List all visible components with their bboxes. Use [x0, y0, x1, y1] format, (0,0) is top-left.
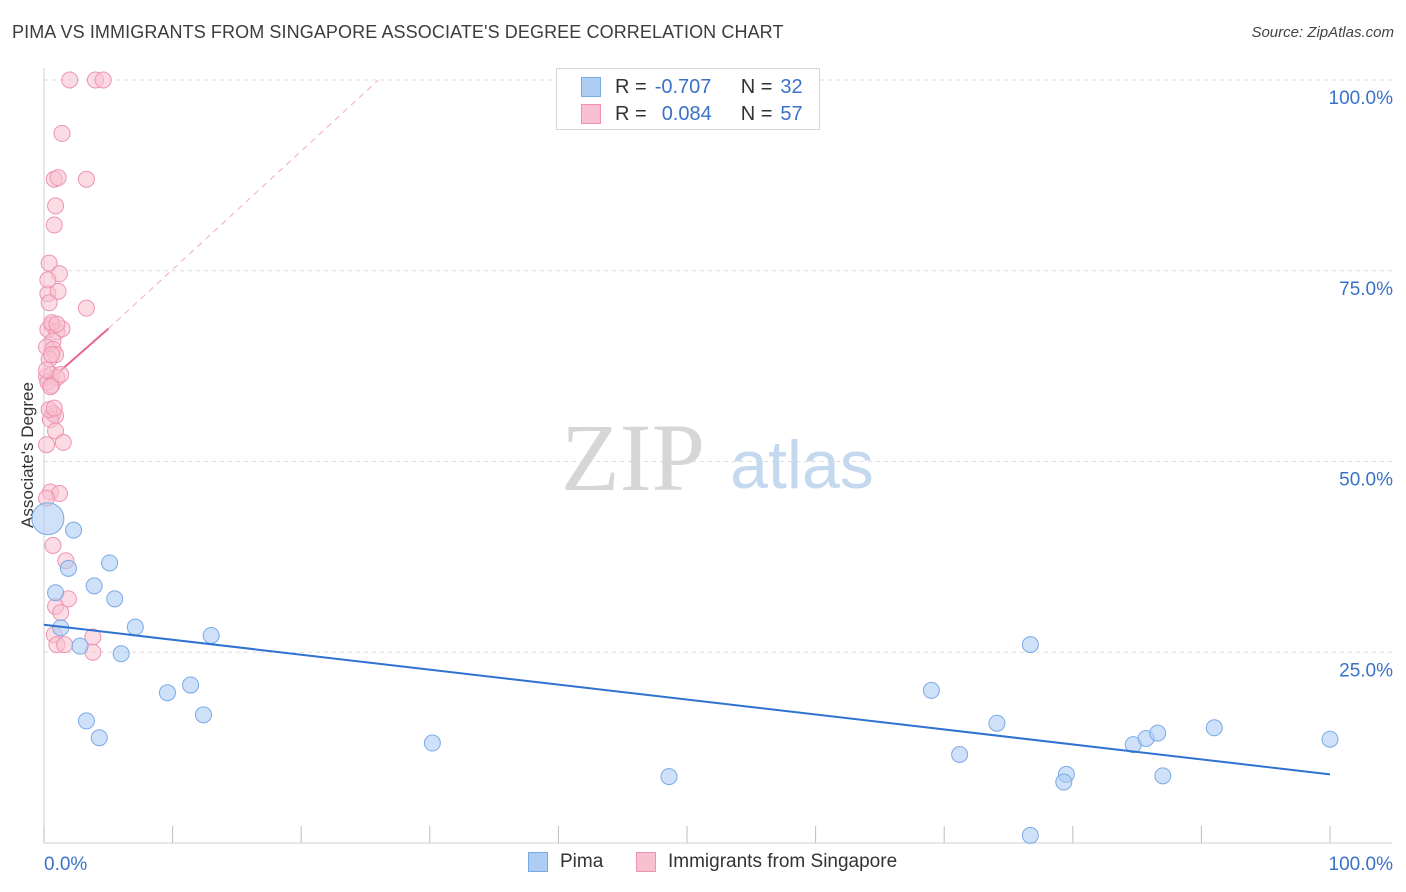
singapore-swatch — [581, 104, 601, 124]
legend-row-singapore: R = 0.084 N = 57 — [581, 101, 803, 127]
pima-point — [1149, 724, 1167, 742]
tick-labels: 100.0% 75.0% 50.0% 25.0% 0.0% 100.0% — [44, 88, 1393, 875]
pima-point — [31, 502, 65, 536]
watermark-atlas: atlas — [730, 427, 874, 503]
pima-point — [106, 590, 124, 608]
pima-point — [1021, 826, 1039, 844]
singapore-point — [49, 282, 67, 300]
singapore-point — [54, 433, 72, 451]
singapore-r-label: R = — [615, 102, 647, 125]
pima-trendline — [43, 623, 1331, 776]
singapore-point — [52, 604, 70, 622]
pima-point — [112, 645, 130, 663]
pima-legend-swatch — [528, 852, 548, 872]
singapore-point — [43, 346, 61, 364]
pima-point — [90, 729, 108, 747]
singapore-point — [44, 536, 62, 554]
singapore-trend-extension — [107, 79, 379, 330]
pima-point — [951, 745, 969, 763]
singapore-point — [38, 436, 56, 454]
legend-item-pima: Pima — [528, 851, 603, 873]
pima-r-label: R = — [615, 75, 647, 98]
pima-n-value: 32 — [780, 75, 803, 98]
singapore-trendline — [43, 79, 379, 386]
pima-points — [31, 502, 1339, 844]
legend-item-singapore: Immigrants from Singapore — [636, 851, 897, 873]
singapore-point — [39, 271, 57, 289]
y-tick-label: 100.0% — [1329, 88, 1394, 109]
pima-point — [1321, 730, 1339, 748]
pima-point — [71, 637, 89, 655]
chart-title: PIMA VS IMMIGRANTS FROM SINGAPORE ASSOCI… — [12, 22, 784, 42]
singapore-point — [47, 197, 65, 215]
pima-point — [1055, 773, 1073, 791]
pima-point — [194, 706, 212, 724]
singapore-point — [38, 361, 56, 379]
axes — [43, 68, 1392, 844]
pima-point — [202, 626, 220, 644]
pima-point — [922, 681, 940, 699]
pima-point — [126, 618, 144, 636]
correlation-legend: R = -0.707 N = 32 R = 0.084 N = 57 — [556, 68, 820, 130]
singapore-n-value: 57 — [780, 102, 803, 125]
singapore-legend-label: Immigrants from Singapore — [668, 851, 898, 872]
pima-point — [182, 676, 200, 694]
pima-legend-label: Pima — [560, 851, 604, 872]
x-tick-label: 0.0% — [44, 854, 87, 875]
singapore-point — [53, 124, 71, 142]
y-tick-label: 50.0% — [1339, 470, 1393, 491]
pima-point — [1154, 767, 1172, 785]
watermark: ZIP atlas — [561, 404, 874, 511]
pima-point — [77, 712, 95, 730]
pima-point — [85, 577, 103, 595]
pima-point — [1205, 719, 1223, 737]
pima-point — [423, 734, 441, 752]
singapore-point — [40, 294, 58, 312]
singapore-point — [45, 399, 63, 417]
pima-r-value: -0.707 — [654, 75, 712, 98]
pima-swatch — [581, 77, 601, 97]
y-tick-label: 75.0% — [1339, 279, 1393, 300]
pima-point — [660, 768, 678, 786]
pima-point — [101, 554, 119, 572]
legend-row-pima: R = -0.707 N = 32 — [581, 74, 803, 100]
singapore-point — [77, 299, 95, 317]
watermark-zip: ZIP — [561, 404, 705, 511]
singapore-point — [52, 366, 70, 384]
singapore-point — [49, 169, 67, 187]
singapore-point — [41, 378, 59, 396]
singapore-legend-swatch — [636, 852, 656, 872]
source-label: Source: ZipAtlas.com — [1251, 24, 1394, 41]
singapore-r-value: 0.084 — [661, 102, 712, 125]
singapore-point — [61, 71, 79, 89]
singapore-point — [48, 315, 66, 333]
pima-point — [65, 521, 83, 539]
pima-point — [158, 684, 176, 702]
singapore-point — [77, 170, 95, 188]
pima-trend-line — [43, 623, 1331, 776]
x-tick-label: 100.0% — [1329, 854, 1394, 875]
pima-point — [988, 714, 1006, 732]
gridlines — [44, 79, 1392, 653]
singapore-point — [56, 636, 74, 654]
y-tick-label: 25.0% — [1339, 660, 1393, 681]
pima-point — [47, 584, 65, 602]
pima-n-label: N = — [740, 75, 773, 98]
pima-point — [1021, 636, 1039, 654]
singapore-point — [45, 216, 63, 234]
singapore-point — [94, 71, 112, 89]
pima-point — [59, 559, 77, 577]
singapore-point — [40, 254, 58, 272]
singapore-n-label: N = — [740, 102, 773, 125]
